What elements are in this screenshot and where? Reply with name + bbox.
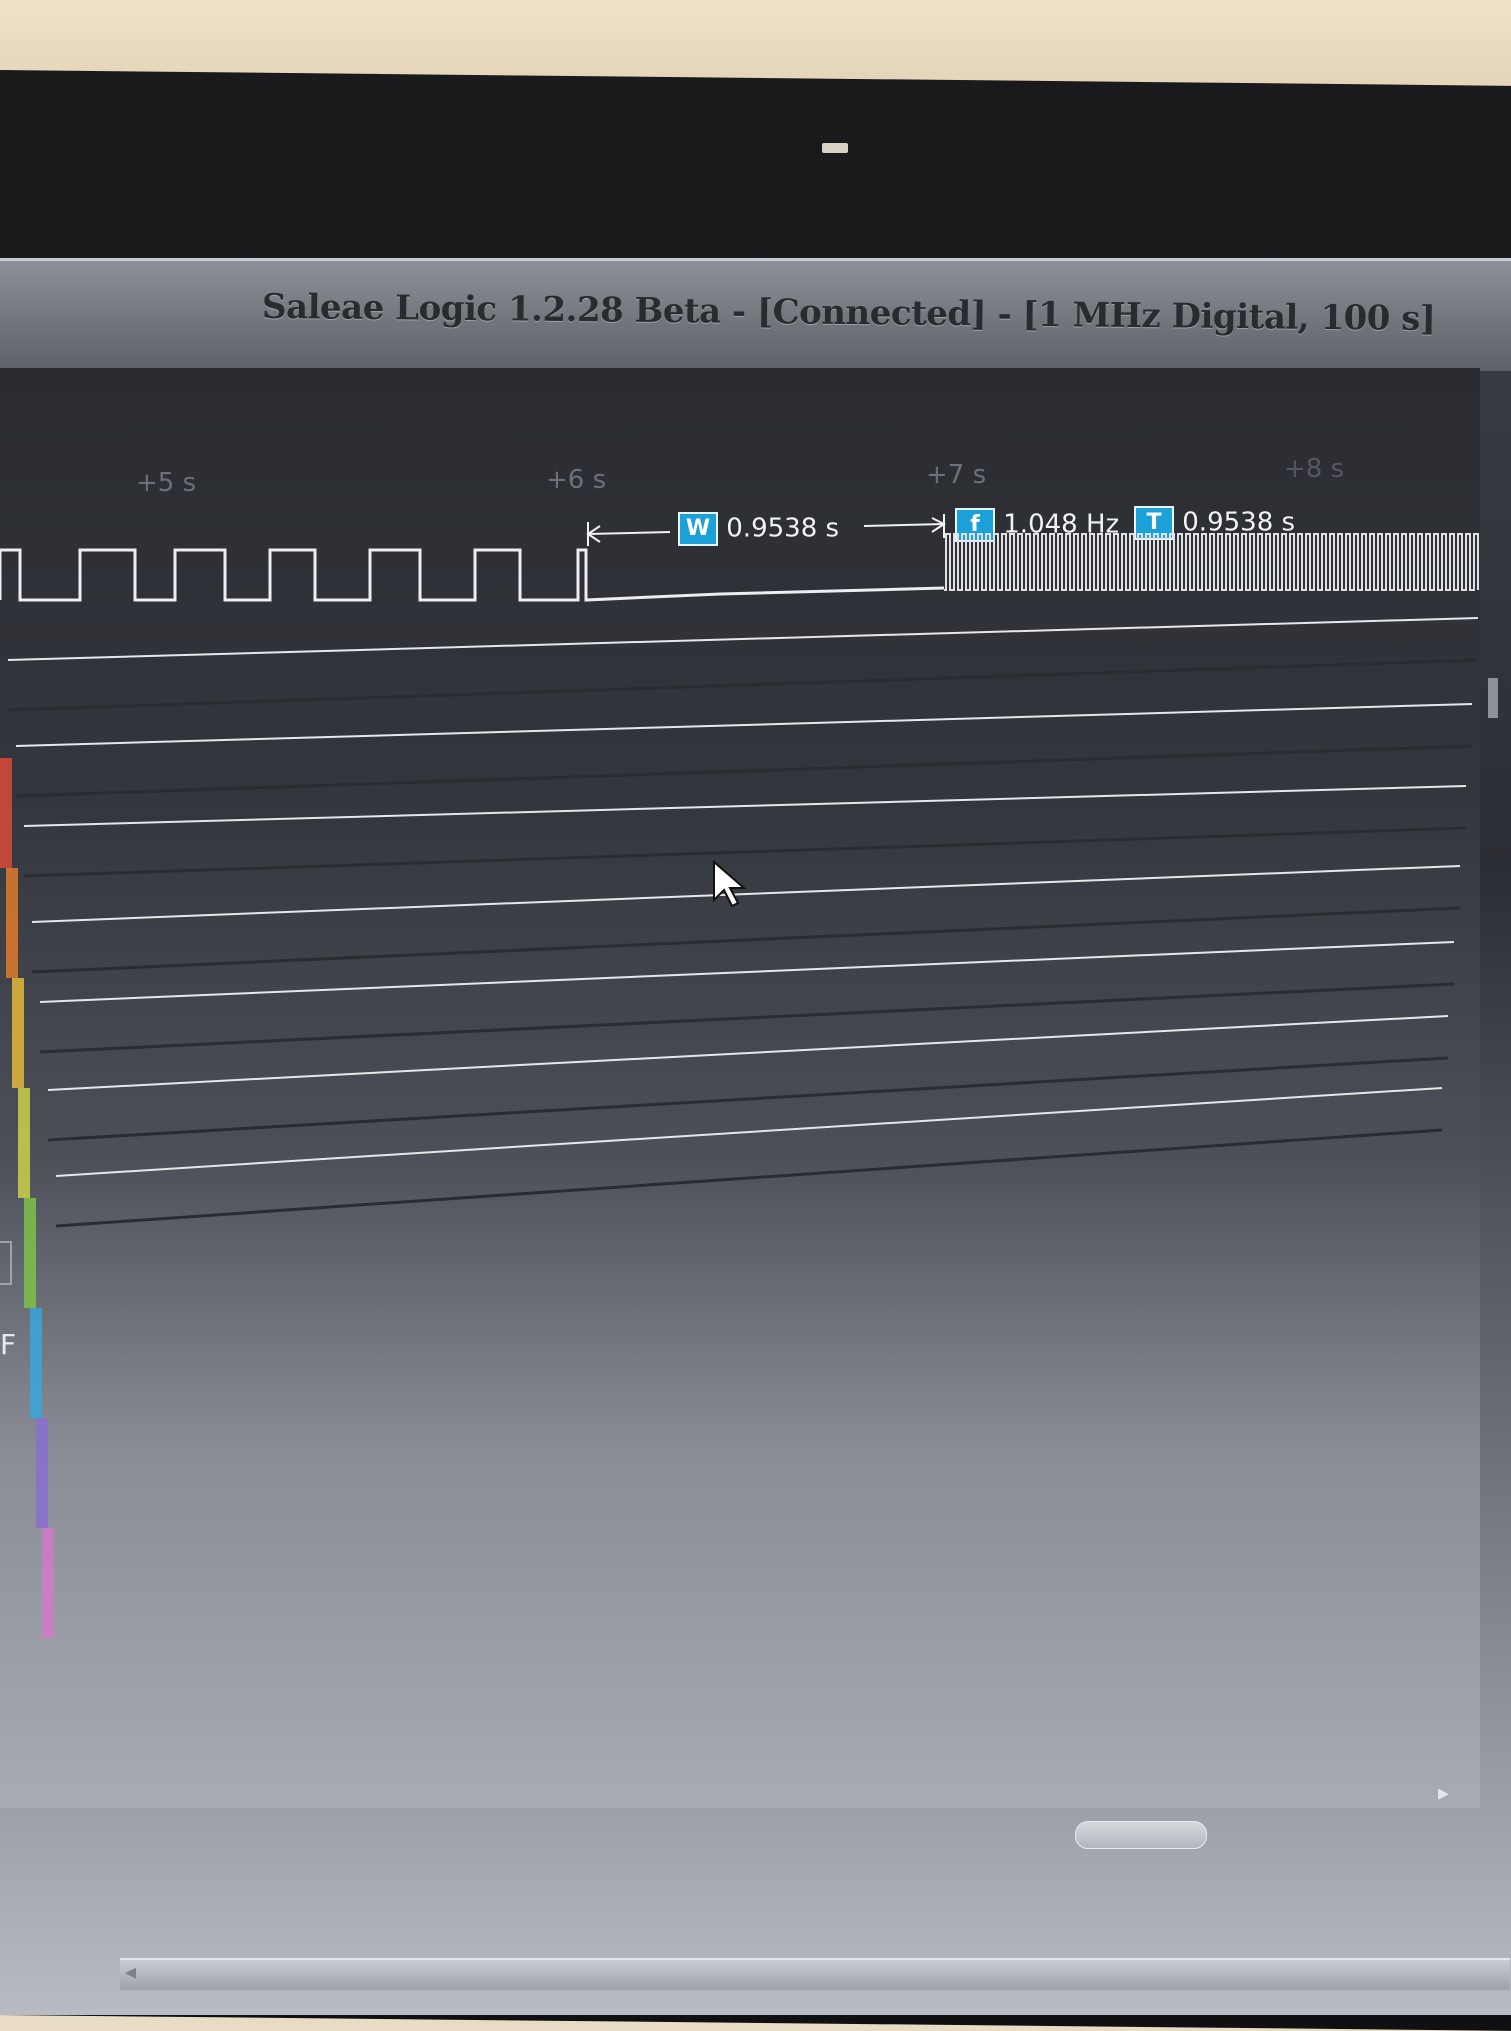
width-value: 0.9538 s [726,513,840,544]
channel-2-flat-trace [15,703,1473,747]
horizontal-scroll-thumb[interactable] [1075,1821,1207,1849]
width-arrow-right [863,514,946,538]
ruler-tick-7s: +7 s [926,460,987,490]
screen: Saleae Logic 1.2.28 Beta - [Connected] -… [0,258,1511,2015]
channel-0-waveform [0,548,945,602]
mouse-cursor-icon [713,860,747,908]
scroll-left-arrow-icon[interactable]: ◂ [125,1960,137,1985]
waveform-canvas[interactable]: +5 s +6 s +7 s +8 s W 0.9538 s f 1.048 H… [0,368,1480,1808]
square-wave-trace [0,548,945,602]
row-divider-3 [23,826,1467,878]
vertical-scroll-marker[interactable] [1488,678,1498,718]
ruler-tick-6s: +6 s [546,465,607,495]
scroll-right-arrow-icon[interactable]: ▸ [1438,1781,1450,1806]
width-arrow-left [586,522,671,546]
measure-period[interactable]: T 0.9538 s [1134,506,1295,540]
row-divider-5 [39,982,1455,1054]
window-title: Saleae Logic 1.2.28 Beta - [Connected] -… [261,286,1436,340]
channel-0-color-strip [0,758,12,868]
channel-6-flat-trace [47,1015,1449,1091]
waveform-svg [0,514,1479,1228]
channel-5-flat-trace [39,941,1455,1003]
channel-1-color-strip [6,868,18,978]
channel-3-flat-trace [23,785,1467,827]
channel-4-flat-trace [31,865,1461,923]
channel-6-color-strip [36,1418,48,1528]
title-bar: Saleae Logic 1.2.28 Beta - [Connected] -… [0,258,1511,371]
channel-6-button-partial[interactable] [0,1241,12,1285]
channel-7-label-partial[interactable]: F [0,1328,17,1361]
channel-7-flat-trace [55,1087,1443,1177]
channel-4-color-strip [24,1198,36,1308]
channel-7-color-strip [42,1528,54,1638]
period-value: 0.9538 s [1182,507,1296,538]
ruler-tick-5s: +5 s [136,468,197,498]
row-divider-1 [7,658,1479,712]
channel-5-color-strip [30,1308,42,1418]
webcam-indicator [822,143,848,153]
channel-0-burst [944,533,1479,591]
width-badge-icon: W [678,512,718,546]
burst-wave-trace [944,533,1479,591]
row-divider-6 [47,1056,1449,1142]
horizontal-scrollbar[interactable] [120,1958,1510,1990]
channel-1-flat-trace [7,617,1479,661]
row-divider-4 [31,906,1461,974]
row-divider-2 [15,744,1473,798]
channel-2-color-strip [12,978,24,1088]
measure-width[interactable]: W 0.9538 s [678,512,839,546]
channel-3-color-strip [18,1088,30,1198]
ruler-tick-8s: +8 s [1284,454,1345,484]
row-divider-7 [55,1128,1443,1228]
